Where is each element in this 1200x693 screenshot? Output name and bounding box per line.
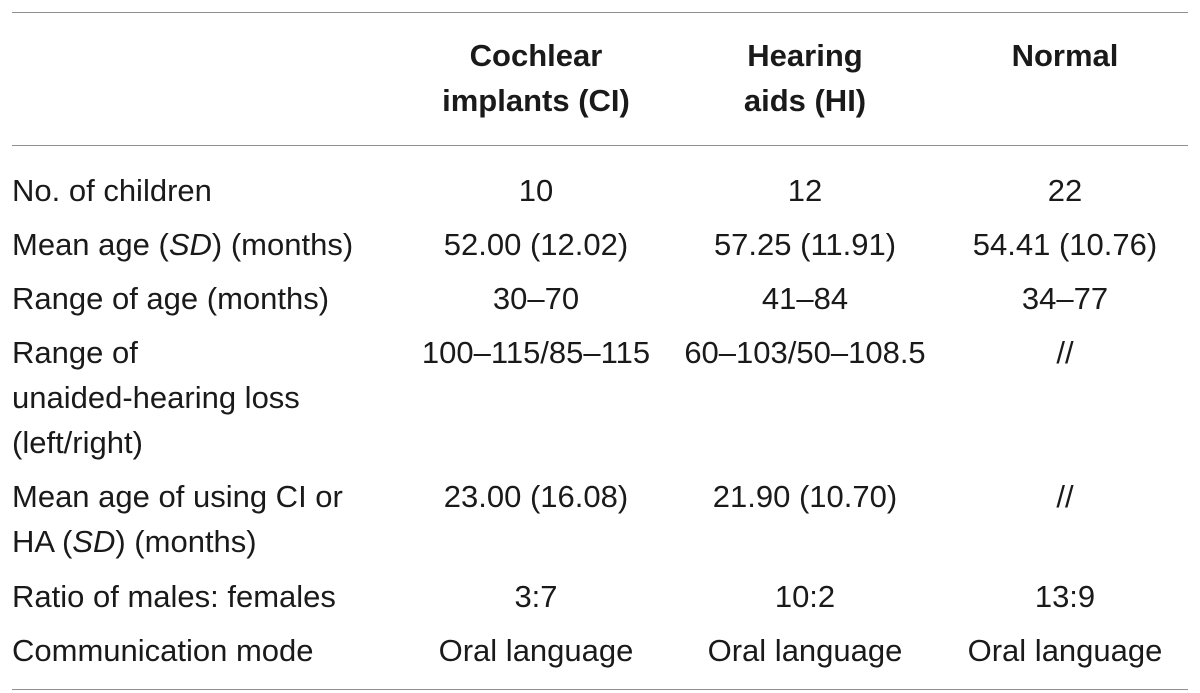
cell-hi: 21.90 (10.70) (712, 479, 898, 514)
cell-normal: 54.41 (10.76) (972, 227, 1158, 262)
cell-ci: 30–70 (492, 281, 580, 316)
row-label-line: unaided-hearing loss (12, 380, 300, 415)
cell-ci: Oral language (438, 633, 634, 668)
row-label-part: HA ( (12, 524, 73, 559)
cell-hi: 41–84 (761, 281, 849, 316)
cell-hi: Oral language (707, 633, 903, 668)
header-normal: Normal (942, 13, 1188, 146)
cell-normal: // (1056, 479, 1074, 514)
cell-normal: Oral language (967, 633, 1163, 668)
cell-ci: 10 (518, 173, 554, 208)
header-empty-cell (12, 13, 404, 146)
table-row: Range of unaided-hearing loss (left/righ… (12, 321, 1188, 465)
row-label-line: (left/right) (12, 425, 143, 460)
cell-ci: 100–115/85–115 (421, 335, 651, 370)
header-normal-line1: Normal (1011, 38, 1119, 73)
header-ci: Cochlear implants (CI) (404, 13, 668, 146)
cell-hi: 12 (787, 173, 823, 208)
header-ci-line1: Cochlear (469, 38, 603, 73)
row-label: Range of unaided-hearing loss (left/righ… (12, 321, 404, 465)
row-label-line: HA (SD) (months) (12, 519, 396, 564)
header-ci-line2: implants (CI) (442, 83, 630, 118)
table-row: Range of age (months) 30–70 41–84 34–77 (12, 267, 1188, 321)
table-body: No. of children 10 12 22 Mean age (SD) (… (12, 146, 1188, 690)
cell-ci: 23.00 (16.08) (443, 479, 629, 514)
cell-normal: // (1056, 335, 1074, 370)
table-header: Cochlear implants (CI) Hearing aids (HI)… (12, 12, 1188, 146)
participants-table: Cochlear implants (CI) Hearing aids (HI)… (12, 12, 1188, 690)
row-label: Communication mode (12, 633, 314, 668)
header-hi-line2: aids (HI) (743, 83, 867, 118)
table-row: Ratio of males: females 3:7 10:2 13:9 (12, 564, 1188, 619)
cell-hi: 57.25 (11.91) (713, 227, 897, 262)
row-label: Mean age (SD) (months) (12, 213, 404, 267)
table-row: Mean age of using CI or HA (SD) (months)… (12, 465, 1188, 564)
header-hi: Hearing aids (HI) (668, 13, 942, 146)
cell-hi: 10:2 (774, 579, 836, 614)
cell-normal: 22 (1047, 173, 1083, 208)
cell-normal: 13:9 (1034, 579, 1096, 614)
cell-hi: 60–103/50–108.5 (684, 335, 926, 370)
row-label: No. of children (12, 173, 212, 208)
header-hi-line1: Hearing (747, 38, 863, 73)
row-label-part: Mean age ( (12, 227, 169, 262)
cell-normal: 34–77 (1021, 281, 1109, 316)
row-label-line: Mean age of using CI or (12, 479, 343, 514)
table-row: Communication mode Oral language Oral la… (12, 619, 1188, 690)
row-label: Range of age (months) (12, 281, 330, 316)
row-label-part: ) (months) (211, 227, 354, 262)
table-row: Mean age (SD) (months) 52.00 (12.02) 57.… (12, 213, 1188, 267)
cell-ci: 52.00 (12.02) (443, 227, 629, 262)
row-label-sd: SD (168, 227, 212, 262)
table-row: No. of children 10 12 22 (12, 146, 1188, 214)
header-row: Cochlear implants (CI) Hearing aids (HI)… (12, 12, 1188, 146)
row-label-line: Range of (12, 335, 138, 370)
row-label-part: ) (months) (115, 524, 257, 559)
row-label: Mean age of using CI or HA (SD) (months) (12, 465, 404, 564)
row-label-sd: SD (72, 524, 116, 559)
row-label: Ratio of males: females (12, 579, 336, 614)
cell-ci: 3:7 (514, 579, 558, 614)
